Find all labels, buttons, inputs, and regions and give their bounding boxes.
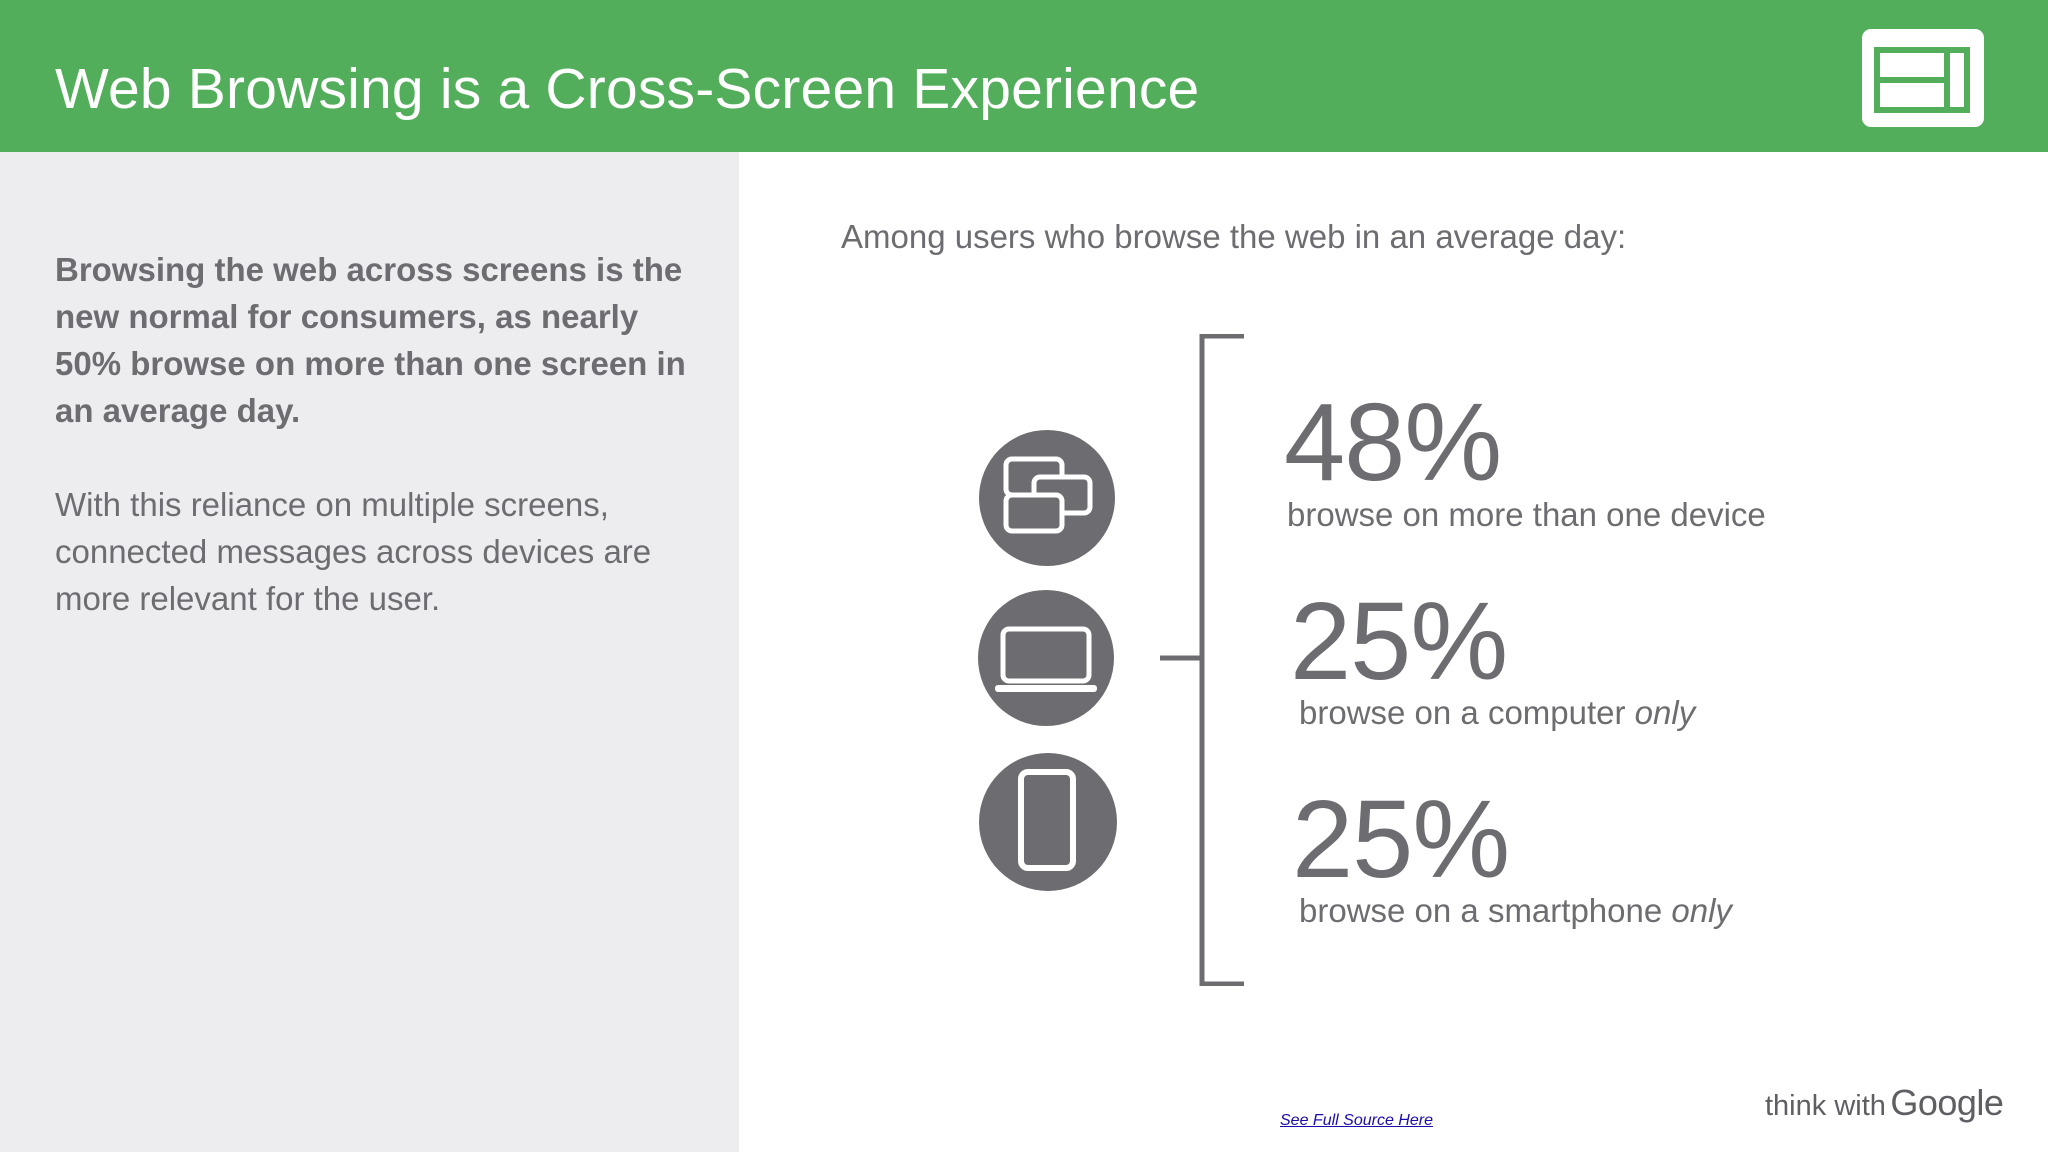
stat-label-computer-only: browse on a computer only [1299,694,1695,732]
stat-value-multi-device: 48% [1284,381,1502,504]
page-title: Web Browsing is a Cross-Screen Experienc… [55,57,1200,121]
stat-label-emphasis: only [1671,892,1732,929]
stat-value-computer-only: 25% [1290,580,1508,703]
stat-label-text: browse on a computer [1299,694,1635,731]
smartphone-icon [979,753,1117,891]
summary-headline: Browsing the web across screens is the n… [55,251,686,429]
summary-body: With this reliance on multiple screens, … [55,486,652,617]
laptop-icon [978,590,1114,726]
brand-name: Google [1890,1082,2004,1123]
brand-prefix: think with [1765,1090,1886,1122]
stat-label-multi-device: browse on more than one device [1287,496,1766,534]
stat-label-text: browse on a smartphone [1299,892,1672,929]
slide-layout-icon [1862,29,1984,127]
stats-bracket [1160,334,1244,986]
summary-panel: Browsing the web across screens is the n… [0,152,739,1152]
stat-label-smartphone-only: browse on a smartphone only [1299,892,1732,930]
source-link[interactable]: See Full Source Here [1280,1112,1433,1129]
stat-label-text: browse on more than one device [1287,496,1766,533]
intro-text: Among users who browse the web in an ave… [841,218,1627,255]
header-bar: Web Browsing is a Cross-Screen Experienc… [0,0,2048,152]
multi-screen-icon [979,430,1115,566]
stat-label-emphasis: only [1634,694,1696,731]
stat-value-smartphone-only: 25% [1292,778,1510,901]
brand-logo: think with Google [1765,1082,2004,1124]
